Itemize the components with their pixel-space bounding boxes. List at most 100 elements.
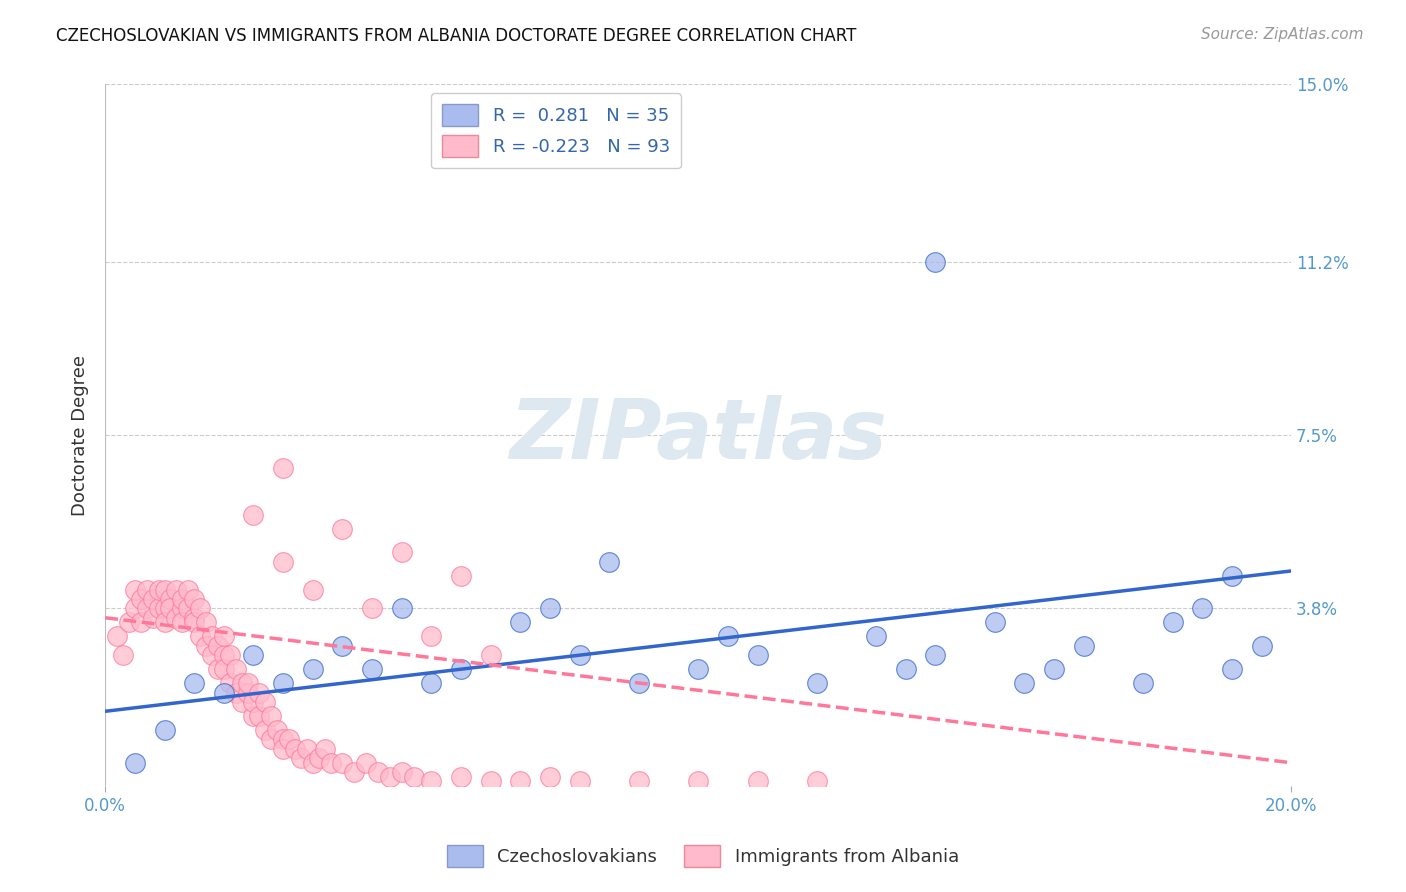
Point bbox=[135, 601, 157, 615]
Point bbox=[118, 615, 141, 630]
Point bbox=[242, 709, 264, 723]
Point bbox=[212, 662, 235, 676]
Point bbox=[165, 582, 187, 597]
Point bbox=[148, 582, 170, 597]
Point bbox=[271, 676, 294, 690]
Point bbox=[865, 630, 887, 644]
Point bbox=[450, 568, 472, 582]
Point bbox=[159, 592, 181, 607]
Point bbox=[1161, 615, 1184, 630]
Y-axis label: Doctorate Degree: Doctorate Degree bbox=[72, 355, 89, 516]
Point bbox=[212, 685, 235, 699]
Point bbox=[207, 662, 229, 676]
Point bbox=[266, 723, 288, 737]
Point bbox=[188, 630, 211, 644]
Point bbox=[153, 601, 176, 615]
Point bbox=[450, 770, 472, 784]
Point bbox=[129, 592, 152, 607]
Point bbox=[450, 662, 472, 676]
Point bbox=[301, 756, 323, 770]
Point bbox=[894, 662, 917, 676]
Point bbox=[538, 770, 561, 784]
Point bbox=[135, 582, 157, 597]
Legend: R =  0.281   N = 35, R = -0.223   N = 93: R = 0.281 N = 35, R = -0.223 N = 93 bbox=[432, 94, 681, 169]
Point bbox=[367, 765, 389, 780]
Point bbox=[242, 508, 264, 522]
Point bbox=[747, 774, 769, 789]
Point bbox=[195, 615, 218, 630]
Point bbox=[301, 582, 323, 597]
Text: ZIPatlas: ZIPatlas bbox=[509, 395, 887, 475]
Point bbox=[290, 751, 312, 765]
Point bbox=[129, 615, 152, 630]
Point bbox=[1014, 676, 1036, 690]
Point bbox=[172, 601, 194, 615]
Text: CZECHOSLOVAKIAN VS IMMIGRANTS FROM ALBANIA DOCTORATE DEGREE CORRELATION CHART: CZECHOSLOVAKIAN VS IMMIGRANTS FROM ALBAN… bbox=[56, 27, 856, 45]
Point bbox=[1220, 568, 1243, 582]
Point bbox=[148, 601, 170, 615]
Point bbox=[420, 630, 443, 644]
Point bbox=[201, 630, 224, 644]
Point bbox=[218, 648, 240, 662]
Legend: Czechoslovakians, Immigrants from Albania: Czechoslovakians, Immigrants from Albani… bbox=[440, 838, 966, 874]
Point bbox=[225, 662, 247, 676]
Point bbox=[391, 601, 413, 615]
Point bbox=[159, 601, 181, 615]
Point bbox=[378, 770, 401, 784]
Point bbox=[201, 648, 224, 662]
Point bbox=[1250, 639, 1272, 653]
Point bbox=[354, 756, 377, 770]
Point bbox=[295, 741, 318, 756]
Point bbox=[124, 582, 146, 597]
Point bbox=[278, 732, 301, 747]
Point bbox=[142, 611, 165, 625]
Point bbox=[598, 555, 620, 569]
Point bbox=[153, 615, 176, 630]
Point bbox=[319, 756, 342, 770]
Point bbox=[236, 676, 259, 690]
Point bbox=[172, 615, 194, 630]
Point bbox=[806, 676, 828, 690]
Point bbox=[509, 615, 531, 630]
Point bbox=[479, 648, 502, 662]
Point bbox=[172, 592, 194, 607]
Point bbox=[183, 592, 205, 607]
Point bbox=[195, 639, 218, 653]
Point bbox=[231, 695, 253, 709]
Point bbox=[479, 774, 502, 789]
Point bbox=[420, 676, 443, 690]
Point bbox=[806, 774, 828, 789]
Point bbox=[538, 601, 561, 615]
Point bbox=[1220, 662, 1243, 676]
Point bbox=[332, 522, 354, 536]
Point bbox=[332, 756, 354, 770]
Point bbox=[225, 685, 247, 699]
Point bbox=[332, 639, 354, 653]
Point bbox=[271, 461, 294, 475]
Point bbox=[343, 765, 366, 780]
Point bbox=[717, 630, 740, 644]
Point bbox=[212, 648, 235, 662]
Point bbox=[218, 676, 240, 690]
Point bbox=[254, 723, 277, 737]
Point bbox=[271, 741, 294, 756]
Point bbox=[688, 662, 710, 676]
Point bbox=[183, 611, 205, 625]
Point bbox=[183, 676, 205, 690]
Point bbox=[260, 732, 283, 747]
Point bbox=[247, 709, 270, 723]
Point bbox=[236, 685, 259, 699]
Point bbox=[124, 601, 146, 615]
Point bbox=[177, 582, 200, 597]
Point bbox=[242, 695, 264, 709]
Point bbox=[924, 648, 946, 662]
Point bbox=[627, 676, 650, 690]
Point bbox=[314, 741, 336, 756]
Text: Source: ZipAtlas.com: Source: ZipAtlas.com bbox=[1201, 27, 1364, 42]
Point bbox=[1132, 676, 1154, 690]
Point bbox=[247, 685, 270, 699]
Point bbox=[402, 770, 425, 784]
Point bbox=[231, 676, 253, 690]
Point bbox=[271, 555, 294, 569]
Point bbox=[361, 662, 384, 676]
